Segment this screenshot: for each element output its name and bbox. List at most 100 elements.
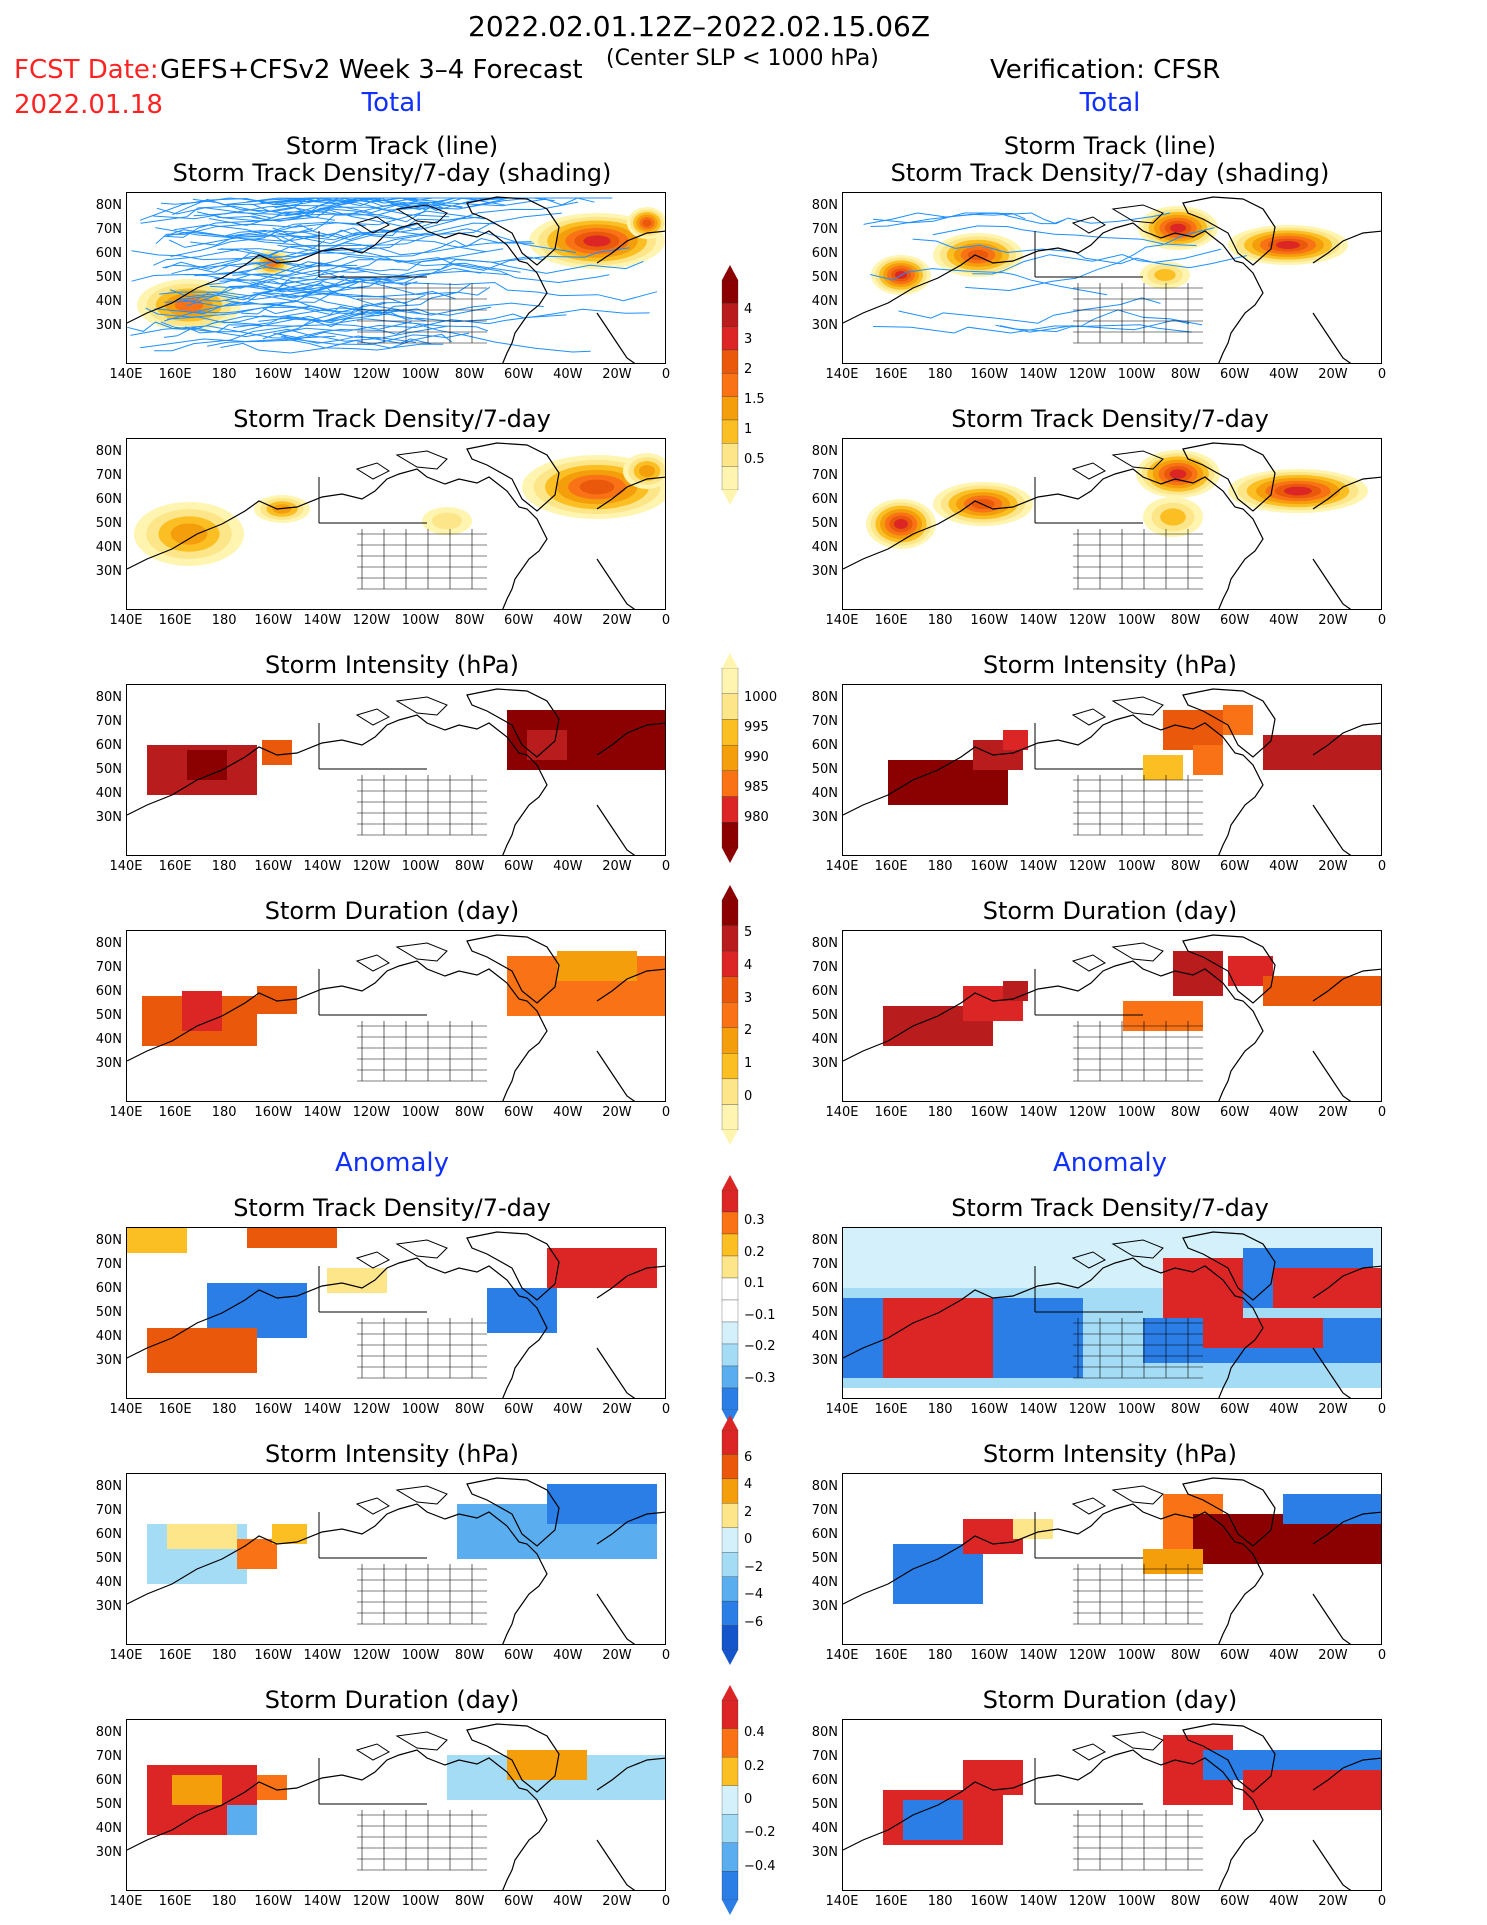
lon-tick-label: 0 [661, 859, 671, 874]
colorbar-label: 990 [744, 750, 769, 765]
storm-track-line [224, 197, 505, 212]
europe-coast [596, 230, 665, 363]
lat-tick-label: 70N [811, 468, 838, 483]
lon-tick-label: 20W [1318, 1105, 1348, 1120]
map-panel-intensity_anom-forecast [126, 1473, 666, 1645]
lat-tick-label: 60N [811, 738, 838, 753]
greenland-outline [1182, 442, 1276, 512]
arctic-islands [355, 942, 448, 972]
lon-tick-label: 40W [553, 1105, 583, 1120]
arctic-islands [1071, 1731, 1164, 1761]
grid-cell [527, 730, 567, 760]
arctic-islands [1071, 1239, 1164, 1269]
lat-tick-label: 30N [811, 1599, 838, 1614]
lon-tick-label: 60W [504, 1894, 534, 1909]
lat-tick-label: 70N [95, 1257, 122, 1272]
lon-tick-label: 120W [352, 1648, 391, 1663]
lon-tick-label: 60W [504, 859, 534, 874]
lon-tick-label: 20W [602, 1105, 632, 1120]
section-anomaly-right: Anomaly [1052, 1148, 1168, 1178]
lon-tick-label: 160E [158, 1105, 192, 1120]
fcst-date-label: FCST Date: [14, 55, 159, 85]
lon-tick-label: 20W [1318, 613, 1348, 628]
lat-tick-label: 80N [95, 690, 122, 705]
greenland-outline [1182, 1477, 1276, 1547]
storm-track-line [898, 297, 1161, 324]
greenland-outline [466, 1477, 560, 1547]
storm-track-line [172, 198, 335, 221]
lon-tick-label: 160W [254, 1648, 293, 1663]
lon-tick-label: 100W [401, 1105, 440, 1120]
lat-tick-label: 30N [811, 318, 838, 333]
storm-track-line [184, 259, 521, 276]
storm-track-line [164, 250, 281, 270]
lat-tick-label: 40N [811, 294, 838, 309]
coastline [127, 1503, 548, 1644]
greenland-outline [466, 196, 560, 266]
lon-tick-label: 20W [602, 367, 632, 382]
colorbar-duration-anom [721, 1685, 739, 1915]
lon-tick-label: 20W [1318, 1894, 1348, 1909]
lon-tick-label: 100W [1117, 1402, 1156, 1417]
lon-tick-label: 140E [825, 613, 859, 628]
lat-tick-label: 80N [811, 1479, 838, 1494]
grid-cell [247, 1228, 337, 1248]
lat-tick-label: 80N [95, 1479, 122, 1494]
lon-tick-label: 100W [1117, 367, 1156, 382]
colorbar-label: 995 [744, 720, 769, 735]
grid-cell [227, 1805, 257, 1835]
shade-blob [583, 235, 611, 247]
grid-cell [272, 1524, 307, 1544]
lat-tick-label: 40N [811, 1032, 838, 1047]
lat-tick-label: 30N [95, 318, 122, 333]
lon-tick-label: 140W [303, 1894, 342, 1909]
storm-track-line [932, 225, 1197, 247]
map-panel-intensity-verification [842, 684, 1382, 856]
storm-track-line [225, 201, 579, 241]
lon-tick-label: 40W [553, 613, 583, 628]
lat-tick-label: 80N [811, 1233, 838, 1248]
colorbar-label: −0.2 [744, 1825, 776, 1841]
shade-blob [1169, 469, 1187, 479]
lon-tick-label: 20W [1318, 1648, 1348, 1663]
lon-tick-label: 120W [352, 613, 391, 628]
map-panel-track-verification [842, 192, 1382, 364]
lon-tick-label: 120W [352, 859, 391, 874]
lon-tick-label: 180 [927, 613, 953, 628]
lon-tick-label: 140W [303, 367, 342, 382]
lon-tick-label: 60W [504, 1402, 534, 1417]
lat-tick-label: 70N [811, 960, 838, 975]
colorbar-label: −0.4 [744, 1858, 776, 1874]
lat-tick-label: 40N [811, 1575, 838, 1590]
lon-tick-label: 140E [109, 1894, 143, 1909]
lon-tick-label: 140W [1019, 1105, 1058, 1120]
colorbar-label: −0.1 [744, 1307, 776, 1323]
lon-tick-label: 180 [211, 1402, 237, 1417]
lat-tick-label: 60N [95, 492, 122, 507]
lon-tick-label: 140E [825, 1402, 859, 1417]
shade-blob [432, 512, 462, 530]
colorbar-label: −2 [744, 1559, 764, 1575]
colorbar-label: 0.4 [744, 1725, 765, 1741]
storm-track-line [164, 299, 340, 322]
europe-coast [596, 968, 665, 1101]
lat-tick-label: 30N [811, 1056, 838, 1071]
lat-tick-label: 30N [95, 1056, 122, 1071]
colorbar-label: 4 [744, 1477, 753, 1492]
lat-tick-label: 60N [811, 492, 838, 507]
arctic-islands [355, 1485, 448, 1515]
grid-cell [172, 1775, 222, 1805]
grid-cell [1143, 755, 1183, 780]
lon-tick-label: 160W [970, 1402, 1009, 1417]
lon-tick-label: 120W [1068, 1105, 1107, 1120]
colorbar-label: 0 [744, 1792, 753, 1807]
coastline [127, 1257, 548, 1398]
coastline [843, 714, 1264, 855]
lat-tick-label: 80N [95, 936, 122, 951]
arctic-islands [355, 450, 448, 480]
lat-tick-label: 80N [811, 198, 838, 213]
colorbar-label: −4 [744, 1587, 764, 1602]
lat-tick-label: 30N [95, 1845, 122, 1860]
arctic-islands [355, 204, 448, 234]
shade-blob [1170, 223, 1186, 233]
